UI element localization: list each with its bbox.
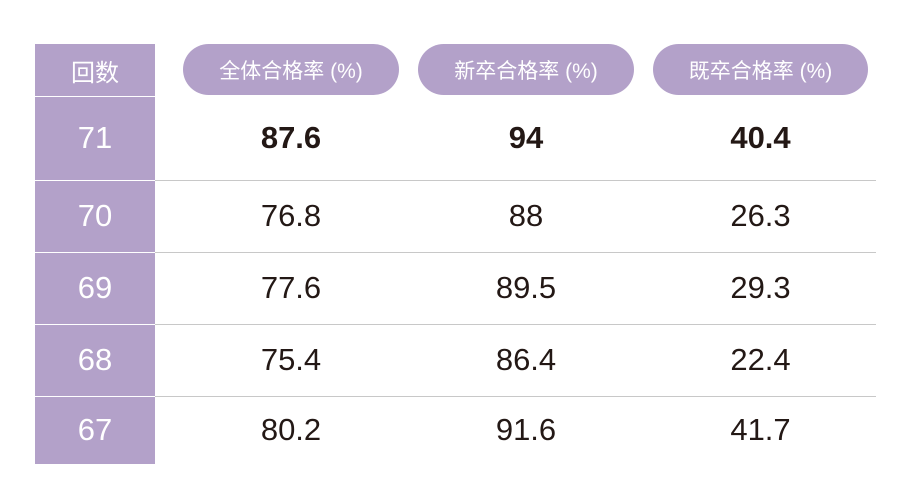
value-cell: 77.6 xyxy=(260,270,322,305)
value-cell: 29.3 xyxy=(730,270,791,305)
value-cell: 86.4 xyxy=(495,342,557,377)
row-divider xyxy=(155,252,876,253)
value-cell: 91.6 xyxy=(495,412,557,447)
header-pill: 新卒合格率 (%) xyxy=(418,44,634,95)
row-divider xyxy=(155,396,876,397)
value-cell: 75.4 xyxy=(260,342,322,377)
value-cell: 88 xyxy=(508,198,544,233)
row-divider xyxy=(155,324,876,325)
row-divider xyxy=(35,252,155,253)
row-label: 68 xyxy=(35,324,155,396)
header-pill: 既卒合格率 (%) xyxy=(653,44,868,95)
value-cell: 94 xyxy=(508,120,544,155)
value-cell: 40.4 xyxy=(730,120,791,155)
row-divider xyxy=(155,180,876,181)
value-cell: 80.2 xyxy=(260,412,322,447)
row-divider xyxy=(35,324,155,325)
value-cell: 76.8 xyxy=(260,198,322,233)
value-cell: 22.4 xyxy=(730,342,791,377)
header-cell: 回数 xyxy=(35,44,155,96)
row-label: 71 xyxy=(35,96,155,180)
row-divider xyxy=(35,180,155,181)
value-cell: 89.5 xyxy=(495,270,557,305)
value-cell: 87.6 xyxy=(260,120,322,155)
header-pill: 全体合格率 (%) xyxy=(183,44,399,95)
row-label: 70 xyxy=(35,180,155,252)
row-label: 69 xyxy=(35,252,155,324)
row-label: 67 xyxy=(35,396,155,464)
value-cell: 41.7 xyxy=(730,412,791,447)
value-cell: 26.3 xyxy=(730,198,791,233)
row-divider xyxy=(35,96,155,97)
row-divider xyxy=(35,396,155,397)
